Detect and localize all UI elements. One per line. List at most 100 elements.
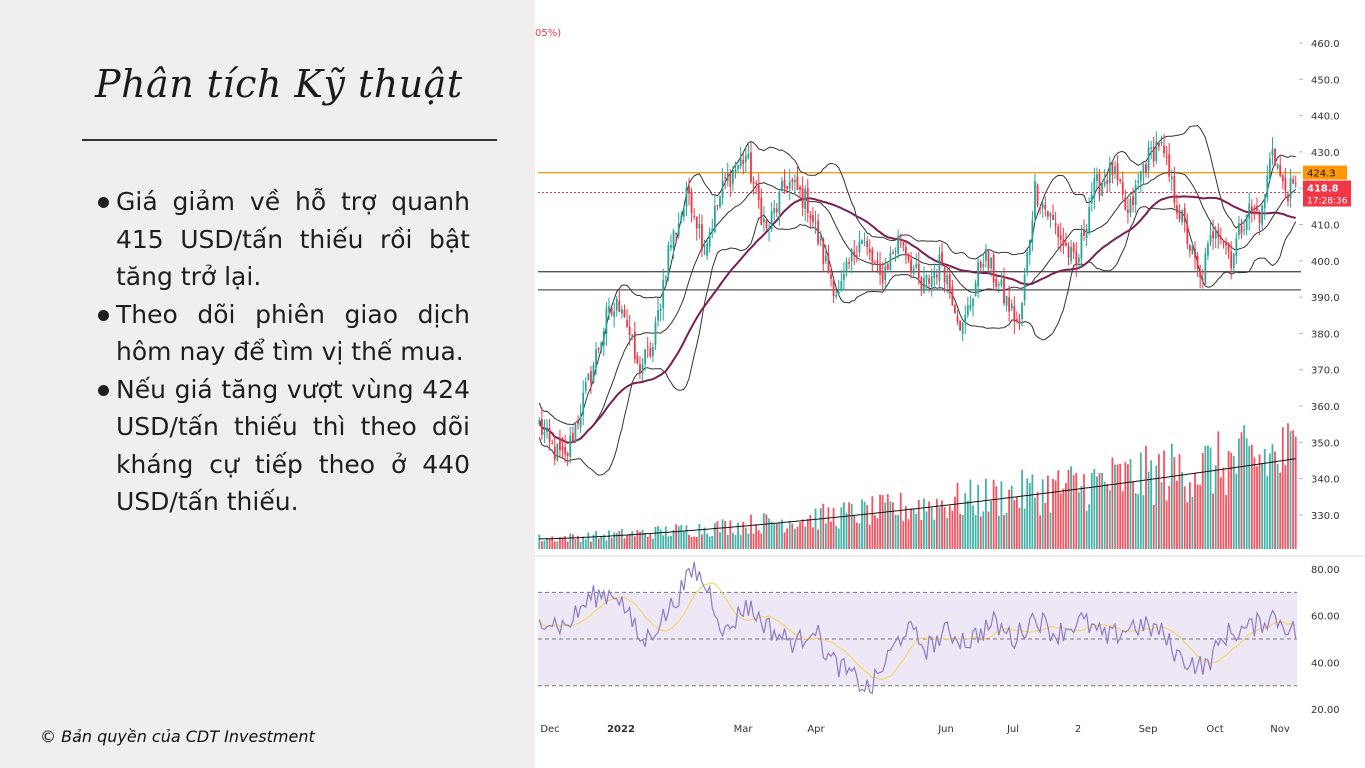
candle-body [920,277,923,290]
candle-body [1217,230,1220,238]
volume-bar [726,535,729,549]
volume-bar [961,514,964,549]
candle-body [801,187,804,208]
candle-body [1201,278,1204,280]
time-axis-label: Jun [937,724,954,735]
rsi-axis-tick-label: 60.00 [1311,612,1340,623]
candle-body [972,298,974,307]
volume-bar [861,499,863,549]
volume-bar [783,532,786,549]
bullet-list: Giá giảm về hỗ trợ quanh 415 USD/tấn thi… [98,183,470,521]
candle-body [1186,225,1189,244]
candle-body [1000,279,1003,286]
candle-body [868,248,871,253]
candle-body [553,446,556,460]
volume-bar [1240,432,1243,549]
price-axis-tick-label: 400.0 [1311,257,1340,268]
volume-bar [744,527,747,549]
bullet-text: Theo dõi phiên giao dịch hôm nay để tìm … [116,299,470,367]
volume-bar [762,513,765,549]
volume-bar [930,507,933,549]
candle-body [1168,154,1171,177]
volume-bar [636,530,639,549]
candle-body [623,309,626,317]
volume-bar [1191,496,1194,549]
candle-body [765,220,768,228]
volume-bar [1196,484,1199,549]
volume-bar [997,515,1000,549]
candle-body [1101,183,1103,196]
candle-body [693,215,696,217]
volume-bar [873,515,876,549]
volume-bar [925,511,928,549]
candle-body [1008,297,1011,312]
candle-body [770,211,773,230]
price-axis-tick-label: 380.0 [1311,329,1340,340]
volume-bar [620,529,623,549]
title-divider [82,139,497,141]
bullet-dot-icon [98,309,109,321]
volume-bar [685,525,688,549]
candle-body [1085,228,1088,239]
volume-bar [677,526,680,549]
bullet-item: Nếu giá tăng vượt vùng 424 USD/tấn thiếu… [98,371,470,521]
candle-body [1178,212,1181,220]
candle-body [721,180,724,198]
time-axis-label: Nov [1270,724,1290,735]
volume-bar [633,536,636,549]
candle-body [1065,242,1067,246]
candle-body [871,249,874,263]
candle-body [610,307,613,315]
volume-bar [613,532,616,549]
volume-bar [1207,445,1209,549]
volume-bar [892,502,894,549]
rsi-axis-tick-label: 20.00 [1311,705,1340,716]
volume-bar [1106,484,1109,549]
candle-body [843,274,845,281]
volume-bar [806,518,809,549]
volume-bar [1176,480,1178,549]
slide-title: Phân tích Kỹ thuật [95,62,463,106]
volume-bar [713,523,716,549]
volume-bar [662,535,665,549]
volume-bar [889,501,892,549]
volume-bar [1194,472,1196,549]
volume-bar [959,513,962,549]
chart-panel[interactable]: 460.0450.0440.0430.0420.0410.0400.0390.0… [535,0,1365,768]
volume-bar [548,538,551,549]
candle-body [685,187,688,207]
candle-body [1119,179,1122,182]
volume-bar [1188,482,1191,549]
volume-bar [1219,477,1222,549]
price-chart[interactable]: 460.0450.0440.0430.0420.0410.0400.0390.0… [535,0,1365,768]
candle-body [1134,184,1137,206]
candle-body [605,308,608,335]
candle-body [910,259,912,273]
candle-body [1013,306,1016,322]
volume-bar [623,538,626,549]
volume-bar [657,526,659,549]
volume-bar [951,510,954,549]
candle-body [892,252,894,254]
candle-body [948,274,951,290]
candle-body [1173,175,1176,204]
candle-body [1028,239,1031,255]
volume-bar [564,536,567,549]
volume-bar [1163,450,1165,549]
candle-body [778,192,781,214]
candle-body [1137,180,1140,183]
candle-body [1266,175,1269,198]
candle-body [1129,198,1132,214]
volume-bar [1041,479,1044,549]
candle-body [1289,177,1292,199]
candle-body [1147,147,1150,171]
volume-bar [644,533,647,549]
candle-body [708,232,711,247]
candle-body [1057,226,1060,238]
volume-bar [964,493,967,549]
candle-body [1049,213,1052,217]
volume-bar [863,501,866,549]
candle-body [757,184,760,201]
volume-bar [845,513,848,549]
candle-body [755,182,758,184]
